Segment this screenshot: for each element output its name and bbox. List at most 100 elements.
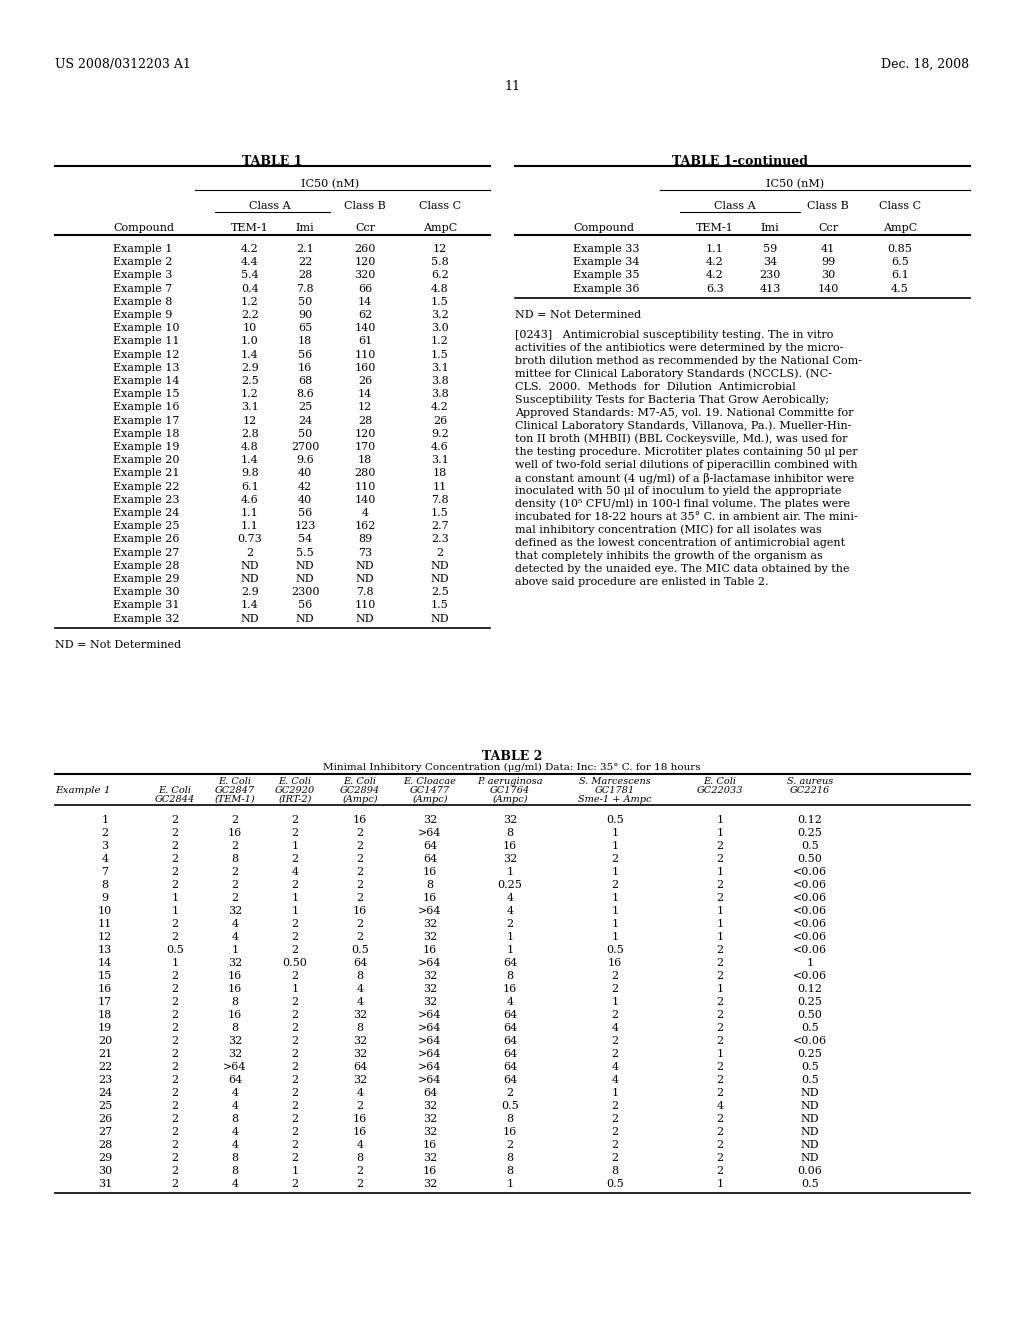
Text: 2: 2 <box>231 841 239 851</box>
Text: 4: 4 <box>231 1127 239 1137</box>
Text: 16: 16 <box>423 894 437 903</box>
Text: ND: ND <box>431 614 450 623</box>
Text: ND = Not Determined: ND = Not Determined <box>515 310 641 319</box>
Text: 41: 41 <box>821 244 836 253</box>
Text: 5.5: 5.5 <box>296 548 314 557</box>
Text: 0.5: 0.5 <box>801 1063 819 1072</box>
Text: ND: ND <box>296 561 314 570</box>
Text: 15: 15 <box>98 972 112 981</box>
Text: 24: 24 <box>98 1088 112 1098</box>
Text: 8: 8 <box>231 1023 239 1034</box>
Text: 2: 2 <box>717 854 724 865</box>
Text: 1: 1 <box>717 814 724 825</box>
Text: [0243]   Antimicrobial susceptibility testing. The in vitro: [0243] Antimicrobial susceptibility test… <box>515 330 834 339</box>
Text: 4.8: 4.8 <box>431 284 449 293</box>
Text: 32: 32 <box>228 1049 242 1059</box>
Text: 0.06: 0.06 <box>798 1166 822 1176</box>
Text: Class B: Class B <box>807 201 849 211</box>
Text: 1.4: 1.4 <box>241 601 259 610</box>
Text: 16: 16 <box>98 983 112 994</box>
Text: 9: 9 <box>101 894 109 903</box>
Text: 32: 32 <box>423 814 437 825</box>
Text: GC2847: GC2847 <box>215 785 255 795</box>
Text: 1.5: 1.5 <box>431 508 449 517</box>
Text: 6.1: 6.1 <box>891 271 909 280</box>
Text: 1: 1 <box>611 894 618 903</box>
Text: 25: 25 <box>98 1101 112 1111</box>
Text: 4.6: 4.6 <box>431 442 449 451</box>
Text: ND: ND <box>241 614 259 623</box>
Text: >64: >64 <box>418 1063 441 1072</box>
Text: GC2844: GC2844 <box>155 795 196 804</box>
Text: 8: 8 <box>507 1114 514 1125</box>
Text: 1: 1 <box>717 1049 724 1059</box>
Text: above said procedure are enlisted in Table 2.: above said procedure are enlisted in Tab… <box>515 577 768 587</box>
Text: 2: 2 <box>717 1166 724 1176</box>
Text: E. Cloacae: E. Cloacae <box>403 777 457 785</box>
Text: incubated for 18-22 hours at 35° C. in ambient air. The mini-: incubated for 18-22 hours at 35° C. in a… <box>515 512 858 521</box>
Text: 32: 32 <box>353 1036 368 1045</box>
Text: Class A: Class A <box>714 201 756 211</box>
Text: 2: 2 <box>292 1049 299 1059</box>
Text: 1: 1 <box>507 867 514 876</box>
Text: 18: 18 <box>98 1010 112 1020</box>
Text: 2: 2 <box>611 1152 618 1163</box>
Text: 2: 2 <box>247 548 254 557</box>
Text: 4.6: 4.6 <box>241 495 259 504</box>
Text: 3.2: 3.2 <box>431 310 449 319</box>
Text: 18: 18 <box>298 337 312 346</box>
Text: Compound: Compound <box>113 223 174 234</box>
Text: 110: 110 <box>354 482 376 491</box>
Text: 1: 1 <box>717 867 724 876</box>
Text: Example 28: Example 28 <box>113 561 179 570</box>
Text: 2: 2 <box>231 867 239 876</box>
Text: 2: 2 <box>171 1152 178 1163</box>
Text: 2: 2 <box>171 972 178 981</box>
Text: 2: 2 <box>171 880 178 890</box>
Text: 0.25: 0.25 <box>798 997 822 1007</box>
Text: 28: 28 <box>357 416 372 425</box>
Text: 8: 8 <box>507 972 514 981</box>
Text: 54: 54 <box>298 535 312 544</box>
Text: S. aureus: S. aureus <box>786 777 834 785</box>
Text: 28: 28 <box>98 1140 112 1150</box>
Text: 2.9: 2.9 <box>241 587 259 597</box>
Text: 16: 16 <box>503 1127 517 1137</box>
Text: 16: 16 <box>608 958 623 968</box>
Text: ND: ND <box>296 574 314 583</box>
Text: 2: 2 <box>171 1166 178 1176</box>
Text: 65: 65 <box>298 323 312 333</box>
Text: 2.5: 2.5 <box>431 587 449 597</box>
Text: 1: 1 <box>507 1179 514 1189</box>
Text: 4: 4 <box>231 1179 239 1189</box>
Text: 2: 2 <box>231 880 239 890</box>
Text: 1: 1 <box>171 894 178 903</box>
Text: 26: 26 <box>357 376 372 385</box>
Text: 110: 110 <box>354 601 376 610</box>
Text: <0.06: <0.06 <box>793 906 827 916</box>
Text: 32: 32 <box>423 997 437 1007</box>
Text: 56: 56 <box>298 601 312 610</box>
Text: Example 26: Example 26 <box>113 535 179 544</box>
Text: GC2920: GC2920 <box>274 785 315 795</box>
Text: 64: 64 <box>503 958 517 968</box>
Text: 11: 11 <box>433 482 447 491</box>
Text: >64: >64 <box>418 1074 441 1085</box>
Text: Example 15: Example 15 <box>113 389 179 399</box>
Text: Example 19: Example 19 <box>113 442 179 451</box>
Text: 1: 1 <box>171 958 178 968</box>
Text: GC1477: GC1477 <box>410 785 451 795</box>
Text: 31: 31 <box>98 1179 112 1189</box>
Text: IC50 (nM): IC50 (nM) <box>301 180 359 189</box>
Text: ton II broth (MHBII) (BBL Cockeysville, Md.), was used for: ton II broth (MHBII) (BBL Cockeysville, … <box>515 434 848 445</box>
Text: 32: 32 <box>423 972 437 981</box>
Text: Sme-1 + Ampc: Sme-1 + Ampc <box>579 795 651 804</box>
Text: 4.5: 4.5 <box>891 284 909 293</box>
Text: 29: 29 <box>98 1152 112 1163</box>
Text: 1: 1 <box>807 958 813 968</box>
Text: 2: 2 <box>292 1023 299 1034</box>
Text: 1: 1 <box>717 932 724 942</box>
Text: 2: 2 <box>171 1127 178 1137</box>
Text: <0.06: <0.06 <box>793 972 827 981</box>
Text: 16: 16 <box>228 1010 242 1020</box>
